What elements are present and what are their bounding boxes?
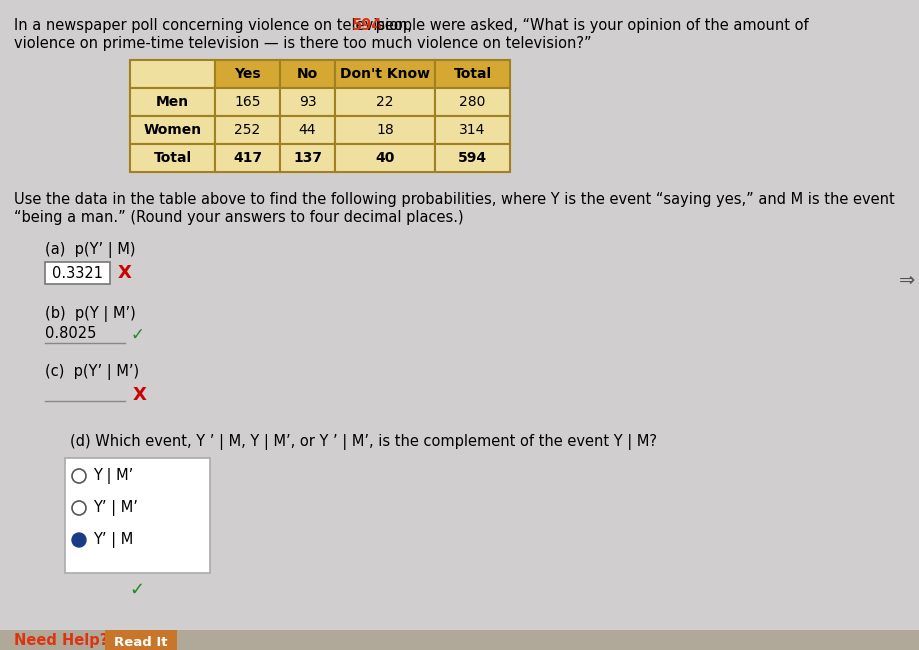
Bar xyxy=(335,116,435,144)
Bar xyxy=(0,630,919,650)
Text: violence on prime-time television — is there too much violence on television?”: violence on prime-time television — is t… xyxy=(14,36,591,51)
Bar xyxy=(279,144,335,172)
Text: 0.8025: 0.8025 xyxy=(45,326,96,341)
Text: (a)  p(Y’ | M): (a) p(Y’ | M) xyxy=(45,242,135,258)
Bar xyxy=(435,60,509,88)
Bar xyxy=(279,60,335,88)
Text: people were asked, “What is your opinion of the amount of: people were asked, “What is your opinion… xyxy=(370,18,808,33)
Text: Total: Total xyxy=(153,151,191,165)
Text: 40: 40 xyxy=(375,151,394,165)
Bar xyxy=(435,116,509,144)
Bar xyxy=(130,144,215,172)
Text: 314: 314 xyxy=(459,123,485,137)
Bar xyxy=(335,88,435,116)
Text: X: X xyxy=(118,264,131,282)
Bar xyxy=(130,88,215,116)
Bar xyxy=(45,262,110,284)
Text: Y’ | M: Y’ | M xyxy=(93,532,133,548)
Text: (b)  p(Y | M’): (b) p(Y | M’) xyxy=(45,306,136,322)
Text: Read It: Read It xyxy=(114,636,167,649)
Text: 417: 417 xyxy=(233,151,262,165)
Text: 18: 18 xyxy=(376,123,393,137)
Text: Use the data in the table above to find the following probabilities, where Y is : Use the data in the table above to find … xyxy=(14,192,894,207)
Bar xyxy=(335,60,435,88)
Bar xyxy=(335,144,435,172)
Bar xyxy=(435,144,509,172)
Bar xyxy=(215,116,279,144)
Text: 594: 594 xyxy=(352,18,382,33)
Bar xyxy=(215,60,279,88)
Bar xyxy=(215,144,279,172)
Text: Men: Men xyxy=(155,95,189,109)
Text: X: X xyxy=(133,386,147,404)
Text: 137: 137 xyxy=(292,151,322,165)
Bar xyxy=(65,458,210,573)
Bar xyxy=(279,88,335,116)
Text: 594: 594 xyxy=(458,151,486,165)
Text: 280: 280 xyxy=(459,95,485,109)
Text: ✓: ✓ xyxy=(130,326,144,344)
Circle shape xyxy=(72,533,85,547)
Text: 252: 252 xyxy=(234,123,260,137)
Text: ⇒: ⇒ xyxy=(898,270,914,289)
Bar xyxy=(279,116,335,144)
Bar xyxy=(435,88,509,116)
Text: 0.3321: 0.3321 xyxy=(52,265,103,281)
Text: 22: 22 xyxy=(376,95,393,109)
Text: 165: 165 xyxy=(234,95,260,109)
Bar xyxy=(130,116,215,144)
Text: Y | M’: Y | M’ xyxy=(93,468,133,484)
Text: In a newspaper poll concerning violence on television,: In a newspaper poll concerning violence … xyxy=(14,18,416,33)
Bar xyxy=(105,630,176,650)
Text: (d) Which event, Y ’ | M, Y | M’, or Y ’ | M’, is the complement of the event Y : (d) Which event, Y ’ | M, Y | M’, or Y ’… xyxy=(70,434,656,450)
Text: ✓: ✓ xyxy=(130,581,144,599)
Text: “being a man.” (Round your answers to four decimal places.): “being a man.” (Round your answers to fo… xyxy=(14,210,463,225)
Bar xyxy=(215,88,279,116)
Text: Total: Total xyxy=(453,67,491,81)
Text: (c)  p(Y’ | M’): (c) p(Y’ | M’) xyxy=(45,364,139,380)
Text: 44: 44 xyxy=(299,123,316,137)
Text: Y’ | M’: Y’ | M’ xyxy=(93,500,138,516)
Text: 93: 93 xyxy=(299,95,316,109)
Text: Need Help?: Need Help? xyxy=(14,633,108,648)
Text: Women: Women xyxy=(143,123,201,137)
Text: Yes: Yes xyxy=(234,67,260,81)
Text: No: No xyxy=(297,67,318,81)
Bar xyxy=(130,60,215,88)
Text: Don't Know: Don't Know xyxy=(340,67,429,81)
